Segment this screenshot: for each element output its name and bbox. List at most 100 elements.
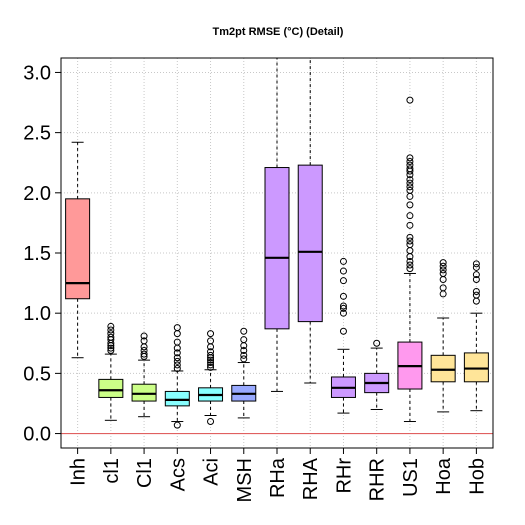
x-tick-label-RHA: RHA — [300, 457, 322, 500]
outlier-US1-5 — [406, 241, 414, 249]
y-tick-label-6: 3.0 — [23, 62, 51, 84]
outlier-US1-0 — [406, 265, 414, 273]
box-Hob — [463, 260, 489, 412]
outlier-Cl1-4 — [140, 337, 148, 345]
x-tick-label-Hob: Hob — [466, 458, 488, 495]
box-US1 — [397, 96, 423, 423]
box-Acs — [164, 324, 190, 429]
outlier-RHr-5 — [339, 277, 347, 285]
x-tick-label-Acs: Acs — [167, 458, 189, 491]
outlier-cl1-5 — [107, 333, 115, 341]
box-Cl1 — [131, 332, 157, 418]
outlier-Hob-6 — [472, 260, 480, 268]
outlier-Cl1-5 — [140, 332, 148, 340]
outlier-US1-7 — [406, 233, 414, 241]
box-RHR — [364, 339, 390, 410]
x-tick-label-Aci: Aci — [201, 458, 223, 486]
outlier-Aci-1 — [207, 363, 215, 371]
outlier-Hob-3 — [472, 275, 480, 283]
box-Hoa — [430, 259, 456, 413]
outlier-Acs-4 — [173, 354, 181, 362]
outlier-Acs-1 — [173, 365, 181, 373]
outlier-Hob-1 — [472, 291, 480, 299]
outlier-Acs-0 — [173, 421, 181, 429]
x-tick-label-Hoa: Hoa — [433, 457, 455, 495]
outlier-RHr-3 — [339, 302, 347, 310]
outlier-US1-10 — [406, 201, 414, 209]
box-body-Cl1 — [131, 383, 157, 402]
box-body-Hob — [463, 352, 489, 383]
outlier-Hob-4 — [472, 271, 480, 279]
box-body-RHA — [297, 164, 323, 323]
outlier-Acs-7 — [173, 338, 181, 346]
outlier-US1-15 — [406, 176, 414, 184]
outlier-RHr-4 — [339, 292, 347, 300]
x-tick-label-Inh: Inh — [68, 458, 90, 486]
outlier-US1-6 — [406, 237, 414, 245]
outlier-Aci-2 — [207, 361, 215, 369]
outlier-Cl1-1 — [140, 350, 148, 358]
x-tick-label-MSH: MSH — [234, 458, 256, 502]
boxes-layer — [65, 57, 489, 429]
outlier-cl1-8 — [107, 322, 115, 330]
box-RHa — [264, 57, 290, 392]
box-RHr — [330, 257, 356, 414]
outlier-US1-8 — [406, 221, 414, 229]
outlier-US1-12 — [406, 186, 414, 194]
outlier-Aci-3 — [207, 359, 215, 367]
box-cl1 — [98, 322, 124, 421]
x-tick-label-Cl1: Cl1 — [134, 458, 156, 488]
y-tick-label-0: 0.0 — [23, 424, 51, 446]
outlier-RHr-0 — [339, 327, 347, 335]
x-tick-label-RHR: RHR — [367, 458, 389, 501]
box-Aci — [198, 330, 224, 426]
outlier-Cl1-2 — [140, 347, 148, 354]
outlier-US1-19 — [406, 161, 414, 169]
y-tick-label-5: 2.5 — [23, 123, 51, 145]
x-axis: Inh cl1 Cl1 Acs Aci MSH RHa RHA RHr RHR US1 Hoa Hob — [68, 448, 488, 502]
outlier-MSH-1 — [240, 351, 248, 359]
box-body-cl1 — [98, 378, 124, 398]
outlier-RHR-0 — [373, 339, 381, 347]
outlier-RHr-6 — [339, 267, 347, 275]
chart-title: Tm2pt RMSE (°C) (Detail) — [213, 26, 344, 38]
outlier-Acs-5 — [173, 349, 181, 357]
outlier-cl1-6 — [107, 330, 115, 338]
outlier-Hoa-3 — [439, 269, 447, 277]
outlier-US1-18 — [406, 165, 414, 173]
x-tick-label-RHr: RHr — [333, 458, 355, 494]
outlier-Aci-10 — [207, 330, 215, 338]
y-axis: 0.0 0.5 1.0 1.5 2.0 2.5 3.0 — [23, 62, 61, 446]
outlier-US1-13 — [406, 183, 414, 191]
outlier-Hob-2 — [472, 288, 480, 296]
box-MSH — [231, 327, 257, 419]
x-tick-label-US1: US1 — [400, 458, 422, 497]
outlier-Acs-9 — [173, 324, 181, 332]
outlier-RHr-1 — [339, 309, 347, 317]
outlier-cl1-1 — [107, 344, 115, 352]
outlier-MSH-0 — [240, 355, 248, 363]
outlier-MSH-2 — [240, 347, 248, 354]
outlier-Aci-7 — [207, 348, 215, 356]
outlier-US1-22 — [406, 96, 414, 104]
outlier-US1-2 — [406, 257, 414, 265]
outlier-US1-9 — [406, 212, 414, 220]
outlier-US1-20 — [406, 158, 414, 166]
outlier-cl1-0 — [107, 347, 115, 354]
outlier-Aci-9 — [207, 337, 215, 345]
x-tick-label-cl1: cl1 — [101, 458, 123, 484]
y-tick-label-2: 1.0 — [23, 303, 51, 325]
outlier-RHr-7 — [339, 257, 347, 265]
outlier-Aci-4 — [207, 356, 215, 364]
outlier-Hoa-1 — [439, 284, 447, 292]
y-tick-label-3: 1.5 — [23, 243, 51, 265]
outlier-Hoa-6 — [439, 259, 447, 267]
y-tick-label-4: 2.0 — [23, 183, 51, 205]
box-Inh — [65, 141, 91, 359]
outlier-Hoa-5 — [439, 262, 447, 270]
outlier-Aci-6 — [207, 351, 215, 359]
box-body-Acs — [164, 390, 190, 407]
x-tick-label-RHa: RHa — [267, 457, 289, 498]
outlier-Acs-3 — [173, 357, 181, 365]
